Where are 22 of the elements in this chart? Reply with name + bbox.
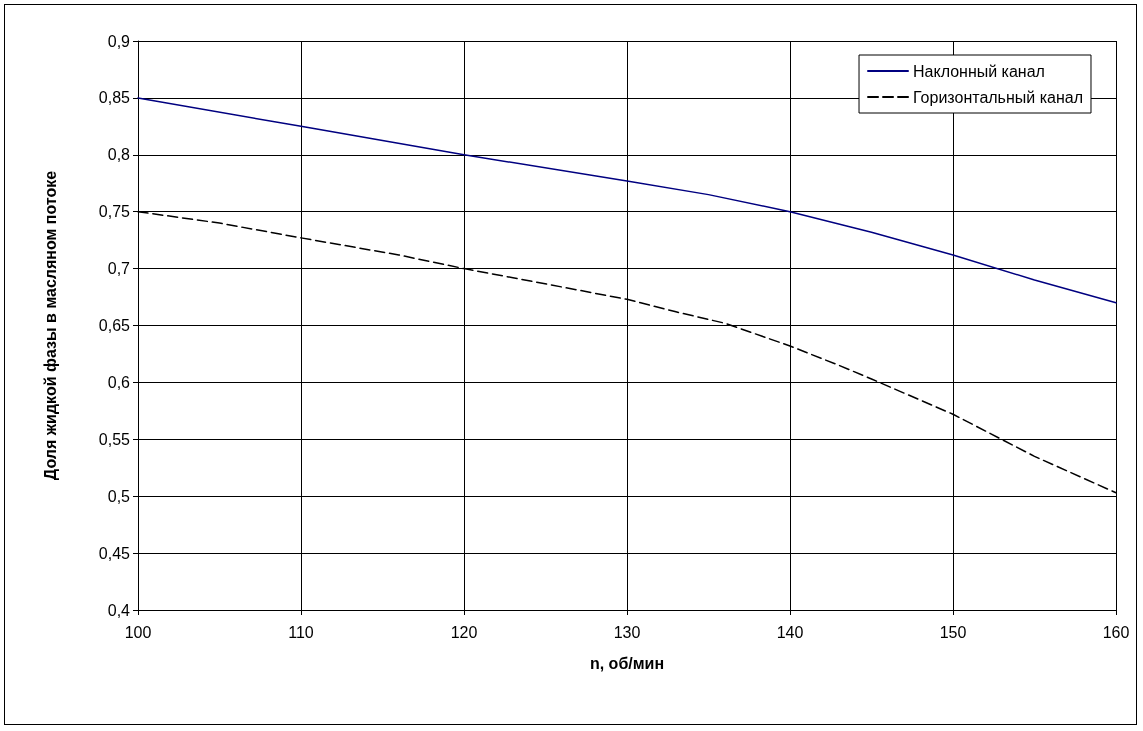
y-tick-label: 0,65 <box>98 317 131 334</box>
y-tick-label: 0,85 <box>98 89 131 107</box>
y-tick-label: 0,6 <box>107 373 131 391</box>
y-axis-title: Доля жидкой фазы в масляном потоке <box>41 170 59 481</box>
x-tick-label: 130 <box>613 623 641 641</box>
x-tick-label: 110 <box>288 623 314 641</box>
y-tick-label: 0,9 <box>107 32 131 50</box>
x-tick-label: 120 <box>450 623 478 641</box>
y-tick-label: 0,55 <box>98 430 131 448</box>
x-axis-title: n, об/мин <box>589 654 665 672</box>
x-tick-label: 100 <box>124 623 152 641</box>
legend-label: Горизонтальный канал <box>913 88 1084 106</box>
y-tick-label: 0,45 <box>98 544 131 562</box>
y-tick-label: 0,8 <box>107 146 131 164</box>
y-tick-label: 0,75 <box>98 203 131 221</box>
x-tick-label: 140 <box>776 623 804 641</box>
x-tick-label: 160 <box>1102 623 1130 641</box>
x-tick-label: 150 <box>939 623 967 641</box>
y-tick-label: 0,4 <box>107 601 131 619</box>
y-tick-label: 0,7 <box>107 260 131 278</box>
y-tick-label: 0,5 <box>107 487 131 505</box>
legend-label: Наклонный канал <box>913 62 1045 80</box>
